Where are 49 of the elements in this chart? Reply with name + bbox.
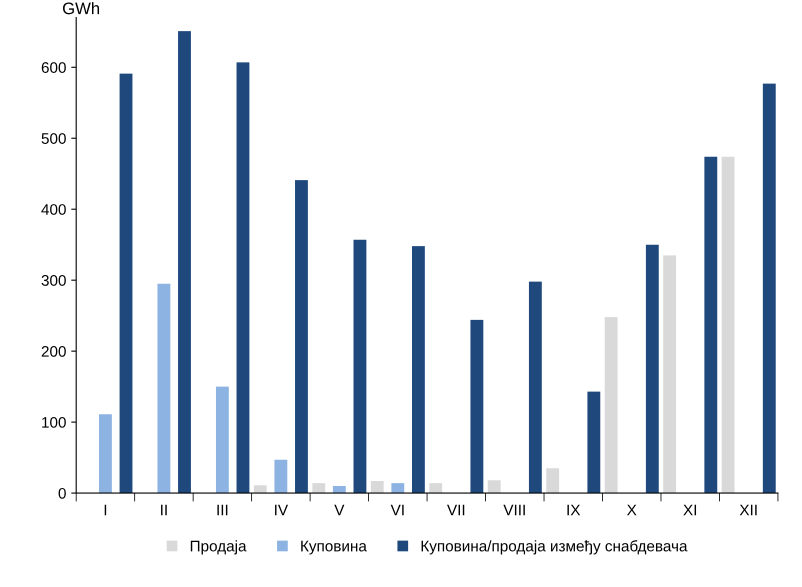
bar	[120, 74, 132, 494]
x-tick-label: XII	[740, 504, 757, 516]
bar	[157, 284, 170, 494]
bar	[429, 483, 442, 494]
x-tick-label: X	[626, 504, 637, 516]
legend-label: Продаја	[190, 540, 247, 554]
bar	[236, 62, 250, 494]
bar	[391, 483, 404, 494]
bar	[546, 468, 560, 494]
bar	[216, 386, 229, 494]
x-tick-label: VII	[447, 504, 464, 516]
bar	[587, 392, 600, 494]
bar	[722, 156, 735, 494]
bar	[295, 180, 308, 494]
legend-label: Куповина/продаја између снабдевача	[422, 540, 688, 554]
bar	[488, 480, 501, 494]
y-axis-title: GWh	[62, 2, 100, 14]
bar	[646, 244, 659, 494]
y-tick-label: 300	[42, 275, 66, 286]
bar	[663, 255, 676, 494]
x-tick-label: XI	[683, 504, 696, 516]
bar	[354, 240, 366, 494]
x-tick-label: VIII	[503, 504, 525, 516]
x-tick-label: IV	[275, 504, 288, 516]
y-tick-label: 0	[58, 488, 66, 499]
x-tick-label: V	[334, 504, 344, 516]
bar	[98, 414, 112, 494]
x-tick-label: I	[104, 504, 106, 516]
y-tick-label: 200	[42, 346, 66, 357]
bar	[178, 31, 191, 494]
x-tick-label: III	[217, 504, 228, 516]
bar	[528, 282, 542, 494]
x-tick-label: IX	[567, 504, 580, 516]
bar	[312, 483, 326, 494]
bar	[274, 460, 288, 494]
bar	[370, 481, 384, 494]
bar	[332, 486, 346, 494]
y-tick-label: 500	[42, 133, 66, 144]
bar	[762, 84, 776, 494]
x-tick-label: VI	[390, 504, 404, 516]
legend-label: Куповина	[301, 540, 367, 554]
y-tick-label: 400	[41, 204, 66, 215]
y-tick-label: 100	[42, 416, 66, 428]
x-tick-label: II	[161, 504, 167, 516]
bar	[704, 156, 718, 494]
y-tick-label: 600	[42, 62, 66, 73]
bar	[470, 320, 484, 494]
bar	[604, 317, 618, 494]
bar	[412, 246, 425, 494]
